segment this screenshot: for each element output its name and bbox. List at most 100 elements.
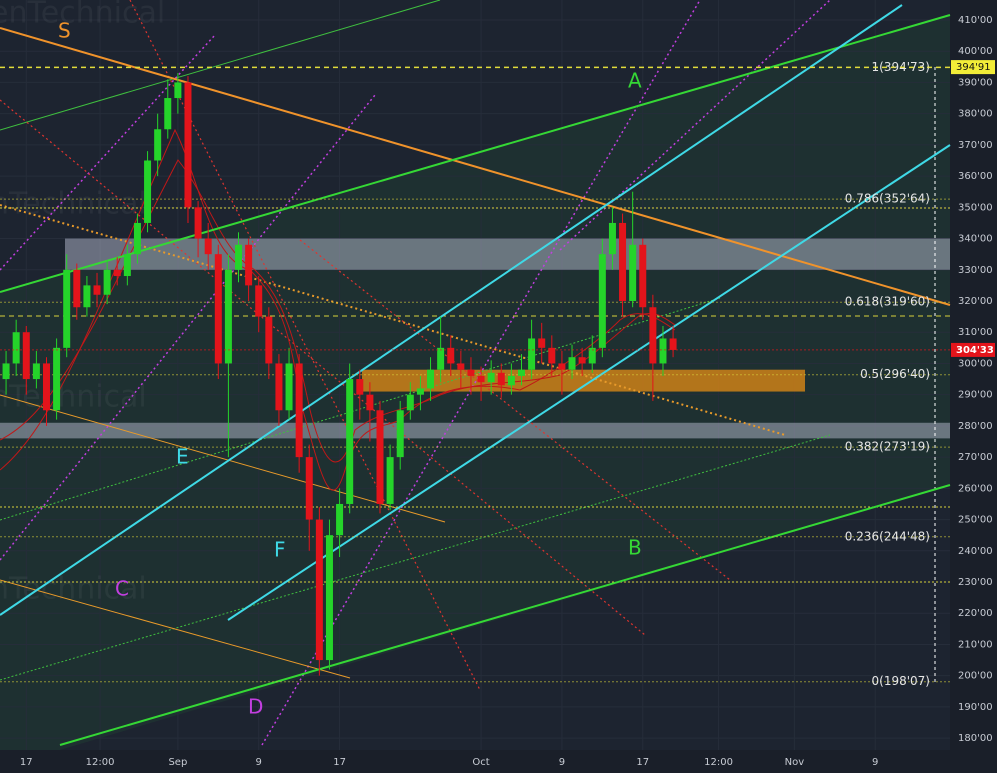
x-tick-label: 17 xyxy=(636,757,649,768)
candle-body xyxy=(457,363,465,370)
y-tick-label: 380'00 xyxy=(958,109,993,120)
candle-body xyxy=(123,254,131,277)
wave-label: S xyxy=(58,19,71,43)
candle-body xyxy=(144,160,152,223)
x-tick-label: 9 xyxy=(872,757,878,768)
candle-body xyxy=(194,207,202,239)
x-tick-label: 9 xyxy=(256,757,262,768)
fib-label: 0.618(319'60) xyxy=(845,295,930,309)
candle-body xyxy=(133,222,141,255)
x-tick-label: 12:00 xyxy=(86,757,115,768)
time-axis xyxy=(0,750,997,773)
candle-body xyxy=(275,363,283,411)
candle-body xyxy=(73,269,81,308)
y-tick-label: 270'00 xyxy=(958,452,993,463)
y-tick-label: 210'00 xyxy=(958,639,993,650)
marker-price-tag xyxy=(951,60,995,75)
candle-body xyxy=(487,372,495,383)
candle-body xyxy=(558,363,566,370)
candle-body xyxy=(396,410,404,458)
x-tick-label: 17 xyxy=(20,757,33,768)
fib-label: 0.5(296'40) xyxy=(860,367,930,381)
y-tick-label: 200'00 xyxy=(958,671,993,682)
candle-body xyxy=(649,307,657,364)
y-tick-label: 230'00 xyxy=(958,577,993,588)
candle-body xyxy=(32,363,40,380)
candle-body xyxy=(386,457,394,504)
candle-body xyxy=(235,244,243,270)
x-tick-label: Sep xyxy=(168,757,187,768)
trend-line xyxy=(299,239,731,581)
y-tick-label: 310'00 xyxy=(958,327,993,338)
candle-body xyxy=(63,269,71,348)
last-price-tag xyxy=(951,342,995,357)
curve xyxy=(0,204,786,436)
marker-price-label: 394'91 xyxy=(956,62,991,73)
candle-body xyxy=(93,285,101,295)
fib-label: 0.786(352'64) xyxy=(845,192,930,206)
x-tick-label: 12:00 xyxy=(704,757,733,768)
watermark: nTechnical xyxy=(0,380,147,415)
candle-body xyxy=(629,244,637,301)
candle-body xyxy=(608,222,616,255)
wave-label: A xyxy=(628,69,642,93)
candle-body xyxy=(285,363,293,411)
trend-line xyxy=(0,434,831,681)
candle-body xyxy=(164,98,172,130)
y-tick-label: 290'00 xyxy=(958,390,993,401)
y-tick-label: 370'00 xyxy=(958,140,993,151)
y-tick-label: 410'00 xyxy=(958,15,993,26)
candle-body xyxy=(174,82,182,99)
candle-body xyxy=(12,332,20,364)
candle-body xyxy=(406,394,414,411)
candle-body xyxy=(83,285,91,308)
y-tick-label: 300'00 xyxy=(958,358,993,369)
candle-body xyxy=(427,369,435,389)
watermark-group: enTechnical nTechnical nTechnical nTechn… xyxy=(0,0,165,607)
zone xyxy=(0,422,950,439)
zones xyxy=(0,238,950,439)
y-tick-label: 350'00 xyxy=(958,202,993,213)
trend-line xyxy=(0,4,903,616)
candle-body xyxy=(2,363,10,380)
trend-line xyxy=(0,27,951,306)
trend-line xyxy=(261,0,701,746)
trend-line xyxy=(227,144,951,621)
wave-label: D xyxy=(248,695,263,719)
candle-body xyxy=(315,519,323,661)
candle-body xyxy=(507,375,515,386)
candles xyxy=(2,73,677,676)
candle-body xyxy=(517,369,525,376)
candle-body xyxy=(588,347,596,364)
candle-body xyxy=(295,363,303,458)
candle-body xyxy=(53,347,61,411)
candle-body xyxy=(437,347,445,370)
y-tick-label: 190'00 xyxy=(958,702,993,713)
x-tick-label: Oct xyxy=(472,757,489,768)
fibonacci: 1(394'73)0.786(352'64)0.618(319'60)0.5(2… xyxy=(0,60,950,688)
zone xyxy=(65,238,950,270)
candle-body xyxy=(22,332,30,380)
candle-body xyxy=(103,269,111,295)
y-tick-label: 220'00 xyxy=(958,608,993,619)
wave-labels: S A B C D E F xyxy=(58,19,642,719)
last-price-label: 304'33 xyxy=(956,345,994,356)
candle-body xyxy=(416,388,424,395)
axis-labels: 180'00 190'00 200'00 210'00 220'00 230'00 240'… xyxy=(0,15,995,768)
candle-body xyxy=(568,357,576,370)
candle-body xyxy=(184,82,192,208)
wave-label: F xyxy=(274,538,286,562)
grid xyxy=(0,0,950,750)
trend-line xyxy=(0,394,446,523)
candle-body xyxy=(619,222,627,301)
watermark: nTechnical xyxy=(0,187,147,222)
candle-body xyxy=(639,244,647,308)
y-tick-label: 250'00 xyxy=(958,515,993,526)
candle-body xyxy=(224,269,232,364)
candle-body xyxy=(497,372,505,386)
candle-body xyxy=(598,254,606,348)
trend-line xyxy=(0,14,951,293)
y-tick-label: 280'00 xyxy=(958,421,993,432)
candle-body xyxy=(204,238,212,255)
candle-body xyxy=(356,379,364,395)
